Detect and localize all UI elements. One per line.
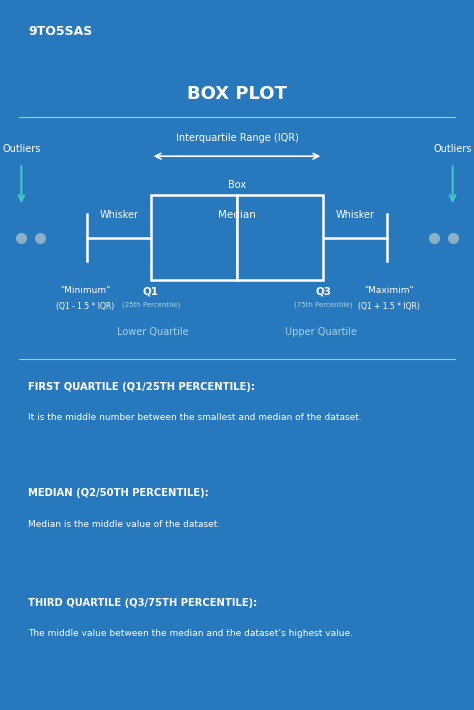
Bar	[151, 195, 237, 280]
Text: "Minimum": "Minimum"	[60, 286, 110, 295]
Text: Median: Median	[218, 210, 256, 220]
Text: (Q1 + 1.5 * IQR): (Q1 + 1.5 * IQR)	[358, 302, 420, 311]
Text: "Maximim": "Maximim"	[365, 286, 414, 295]
Text: Q3: Q3	[315, 286, 331, 296]
Text: (75th Percentile): (75th Percentile)	[294, 302, 353, 308]
Text: Lower Quartile: Lower Quartile	[117, 327, 189, 337]
Text: Box: Box	[228, 180, 246, 190]
Text: Outliers: Outliers	[433, 144, 472, 154]
Text: The middle value between the median and the dataset’s highest value.: The middle value between the median and …	[28, 629, 353, 638]
Text: (25th Percentile): (25th Percentile)	[122, 302, 180, 308]
Text: BOX PLOT: BOX PLOT	[187, 84, 287, 103]
Text: Median is the middle value of the dataset.: Median is the middle value of the datase…	[28, 520, 220, 529]
Text: Whisker: Whisker	[336, 210, 374, 220]
Text: Upper Quartile: Upper Quartile	[285, 327, 357, 337]
Text: FIRST QUARTILE (Q1/25TH PERCENTILE):: FIRST QUARTILE (Q1/25TH PERCENTILE):	[28, 382, 255, 392]
Text: Outliers: Outliers	[2, 144, 41, 154]
Bar	[237, 195, 323, 280]
Text: Q1: Q1	[143, 286, 159, 296]
Text: 9TO5SAS: 9TO5SAS	[28, 25, 92, 38]
Text: Interquartile Range (IQR): Interquartile Range (IQR)	[175, 133, 299, 143]
Text: Whisker: Whisker	[100, 210, 138, 220]
Text: THIRD QUARTILE (Q3/75TH PERCENTILE):: THIRD QUARTILE (Q3/75TH PERCENTILE):	[28, 598, 257, 608]
Text: MEDIAN (Q2/50TH PERCENTILE):: MEDIAN (Q2/50TH PERCENTILE):	[28, 488, 209, 498]
Text: It is the middle number between the smallest and median of the dataset.: It is the middle number between the smal…	[28, 413, 362, 422]
Text: (Q1 - 1.5 * IQR): (Q1 - 1.5 * IQR)	[56, 302, 114, 311]
